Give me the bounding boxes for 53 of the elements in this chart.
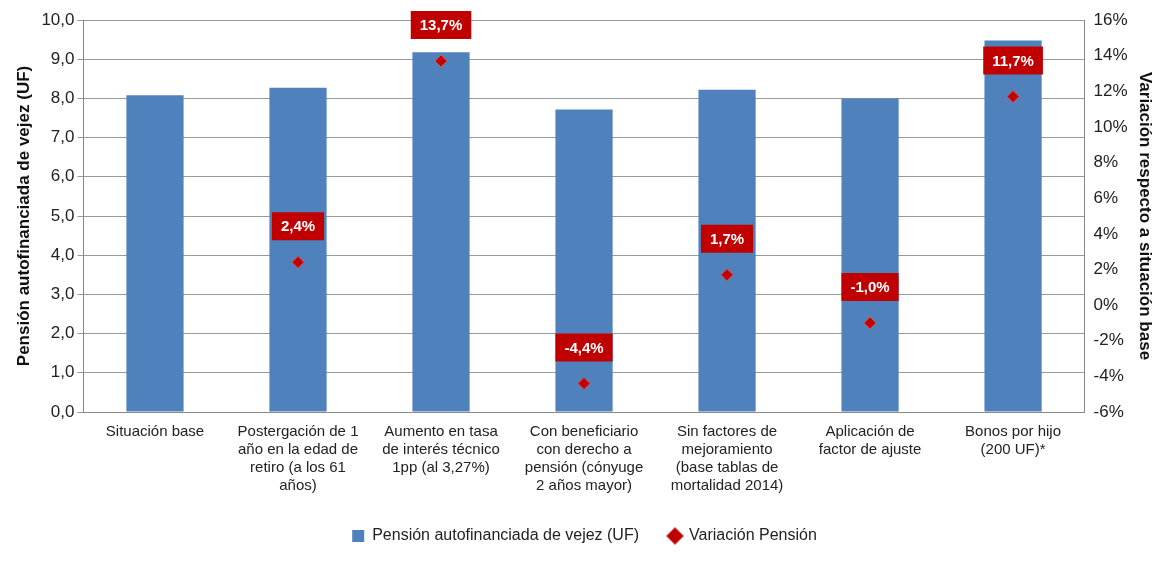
bar bbox=[841, 98, 899, 412]
y2-tick-label: 6% bbox=[1093, 187, 1119, 207]
x-tick-label: Aumento en tasa de interés técnico 1pp (al 3,27%) bbox=[382, 422, 500, 476]
bar bbox=[555, 109, 613, 412]
y2-tick-label: -2% bbox=[1093, 330, 1124, 350]
y2-tick-label: 8% bbox=[1093, 152, 1119, 172]
y2-tick-label: 16% bbox=[1093, 9, 1128, 29]
data-label: -4,4% bbox=[564, 338, 604, 356]
x-tick-label: Sin factores de mejoramiento (base tablas de mortalidad 2014) bbox=[670, 422, 784, 494]
y2-tick-label: 2% bbox=[1093, 259, 1119, 279]
point bbox=[291, 255, 305, 269]
bar bbox=[412, 52, 470, 412]
y2-tick-label: 10% bbox=[1093, 116, 1128, 136]
y-tick-label: 1,0 bbox=[50, 362, 75, 382]
data-label: 13,7% bbox=[419, 16, 463, 34]
x-tick-label: Con beneficiario con derecho a pensión (cónyuge 2 años mayor) bbox=[524, 422, 644, 494]
x-tick-label: Aplicación de factor de ajuste bbox=[818, 422, 922, 458]
y-tick-label: 10,0 bbox=[41, 9, 75, 29]
point bbox=[863, 316, 877, 330]
y-tick-label: 0,0 bbox=[50, 401, 75, 421]
y2-tick-label: -6% bbox=[1093, 401, 1124, 421]
bar bbox=[126, 95, 184, 412]
y-tick-label: 2,0 bbox=[50, 323, 75, 343]
y2-tick-label: 4% bbox=[1093, 223, 1119, 243]
y-tick-label: 7,0 bbox=[50, 127, 75, 147]
x-tick-label: Bonos por hijo (200 UF)* bbox=[965, 422, 1062, 458]
y2-axis-title: Variación respecto a situación base bbox=[1136, 71, 1156, 361]
y-tick-label: 5,0 bbox=[50, 205, 75, 225]
bar bbox=[269, 87, 327, 412]
bar bbox=[698, 89, 756, 412]
y-tick-label: 8,0 bbox=[50, 88, 75, 108]
bar bbox=[984, 40, 1042, 412]
y-tick-label: 4,0 bbox=[50, 244, 75, 264]
point bbox=[720, 268, 734, 282]
data-label: 1,7% bbox=[709, 229, 745, 247]
x-tick-label: Postergación de 1 año en la edad de retiro (a los 61 años) bbox=[237, 422, 359, 494]
y2-tick-label: 12% bbox=[1093, 80, 1128, 100]
point bbox=[434, 54, 448, 68]
x-tick-label: Situación base bbox=[105, 422, 205, 440]
data-label: 2,4% bbox=[280, 217, 316, 235]
data-label: -1,0% bbox=[850, 278, 890, 296]
y-tick-label: 9,0 bbox=[50, 48, 75, 68]
y-tick-label: 3,0 bbox=[50, 284, 75, 304]
point bbox=[1006, 90, 1020, 104]
legend-label: Pensión autofinanciada de vejez (UF) bbox=[372, 526, 640, 544]
y2-tick-label: 14% bbox=[1093, 45, 1128, 65]
y2-tick-label: -4% bbox=[1093, 366, 1124, 386]
y-tick-label: 6,0 bbox=[50, 166, 75, 186]
data-label: 11,7% bbox=[992, 51, 1034, 69]
y2-tick-label: 0% bbox=[1093, 294, 1119, 314]
point bbox=[577, 376, 591, 390]
legend-label: Variación Pensión bbox=[689, 526, 817, 544]
y-axis-title: Pensión autofinanciada de vejez (UF) bbox=[13, 65, 33, 367]
